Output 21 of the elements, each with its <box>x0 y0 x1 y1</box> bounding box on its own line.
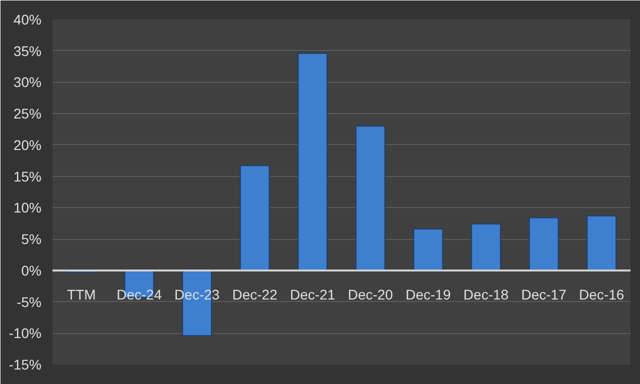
x-tick-label: Dec-24 <box>116 286 162 302</box>
y-tick-label: 30% <box>13 74 42 90</box>
y-tick-label: 40% <box>13 12 42 28</box>
y-tick-label: 5% <box>21 231 42 248</box>
x-tick-label: Dec-21 <box>290 286 336 302</box>
y-tick-label: 10% <box>13 200 42 216</box>
y-tick-label: 35% <box>13 42 42 59</box>
x-tick-label: Dec-16 <box>579 286 624 302</box>
y-tick-label: -10% <box>8 325 42 342</box>
y-tick-label: -15% <box>8 356 42 372</box>
y-tick-label: 25% <box>13 106 42 122</box>
y-tick-label: 20% <box>13 136 42 153</box>
x-tick-label: Dec-20 <box>348 286 394 302</box>
x-tick-label: Dec-17 <box>521 286 567 302</box>
y-tick-label: 15% <box>13 168 42 184</box>
x-tick-label: TTM <box>67 286 96 302</box>
x-tick-label: Dec-19 <box>406 286 451 302</box>
y-tick-label: -5% <box>16 294 42 310</box>
x-tick-label: Dec-18 <box>463 286 509 302</box>
x-tick-label: Dec-22 <box>232 286 278 302</box>
y-tick-label: 0% <box>21 262 42 278</box>
